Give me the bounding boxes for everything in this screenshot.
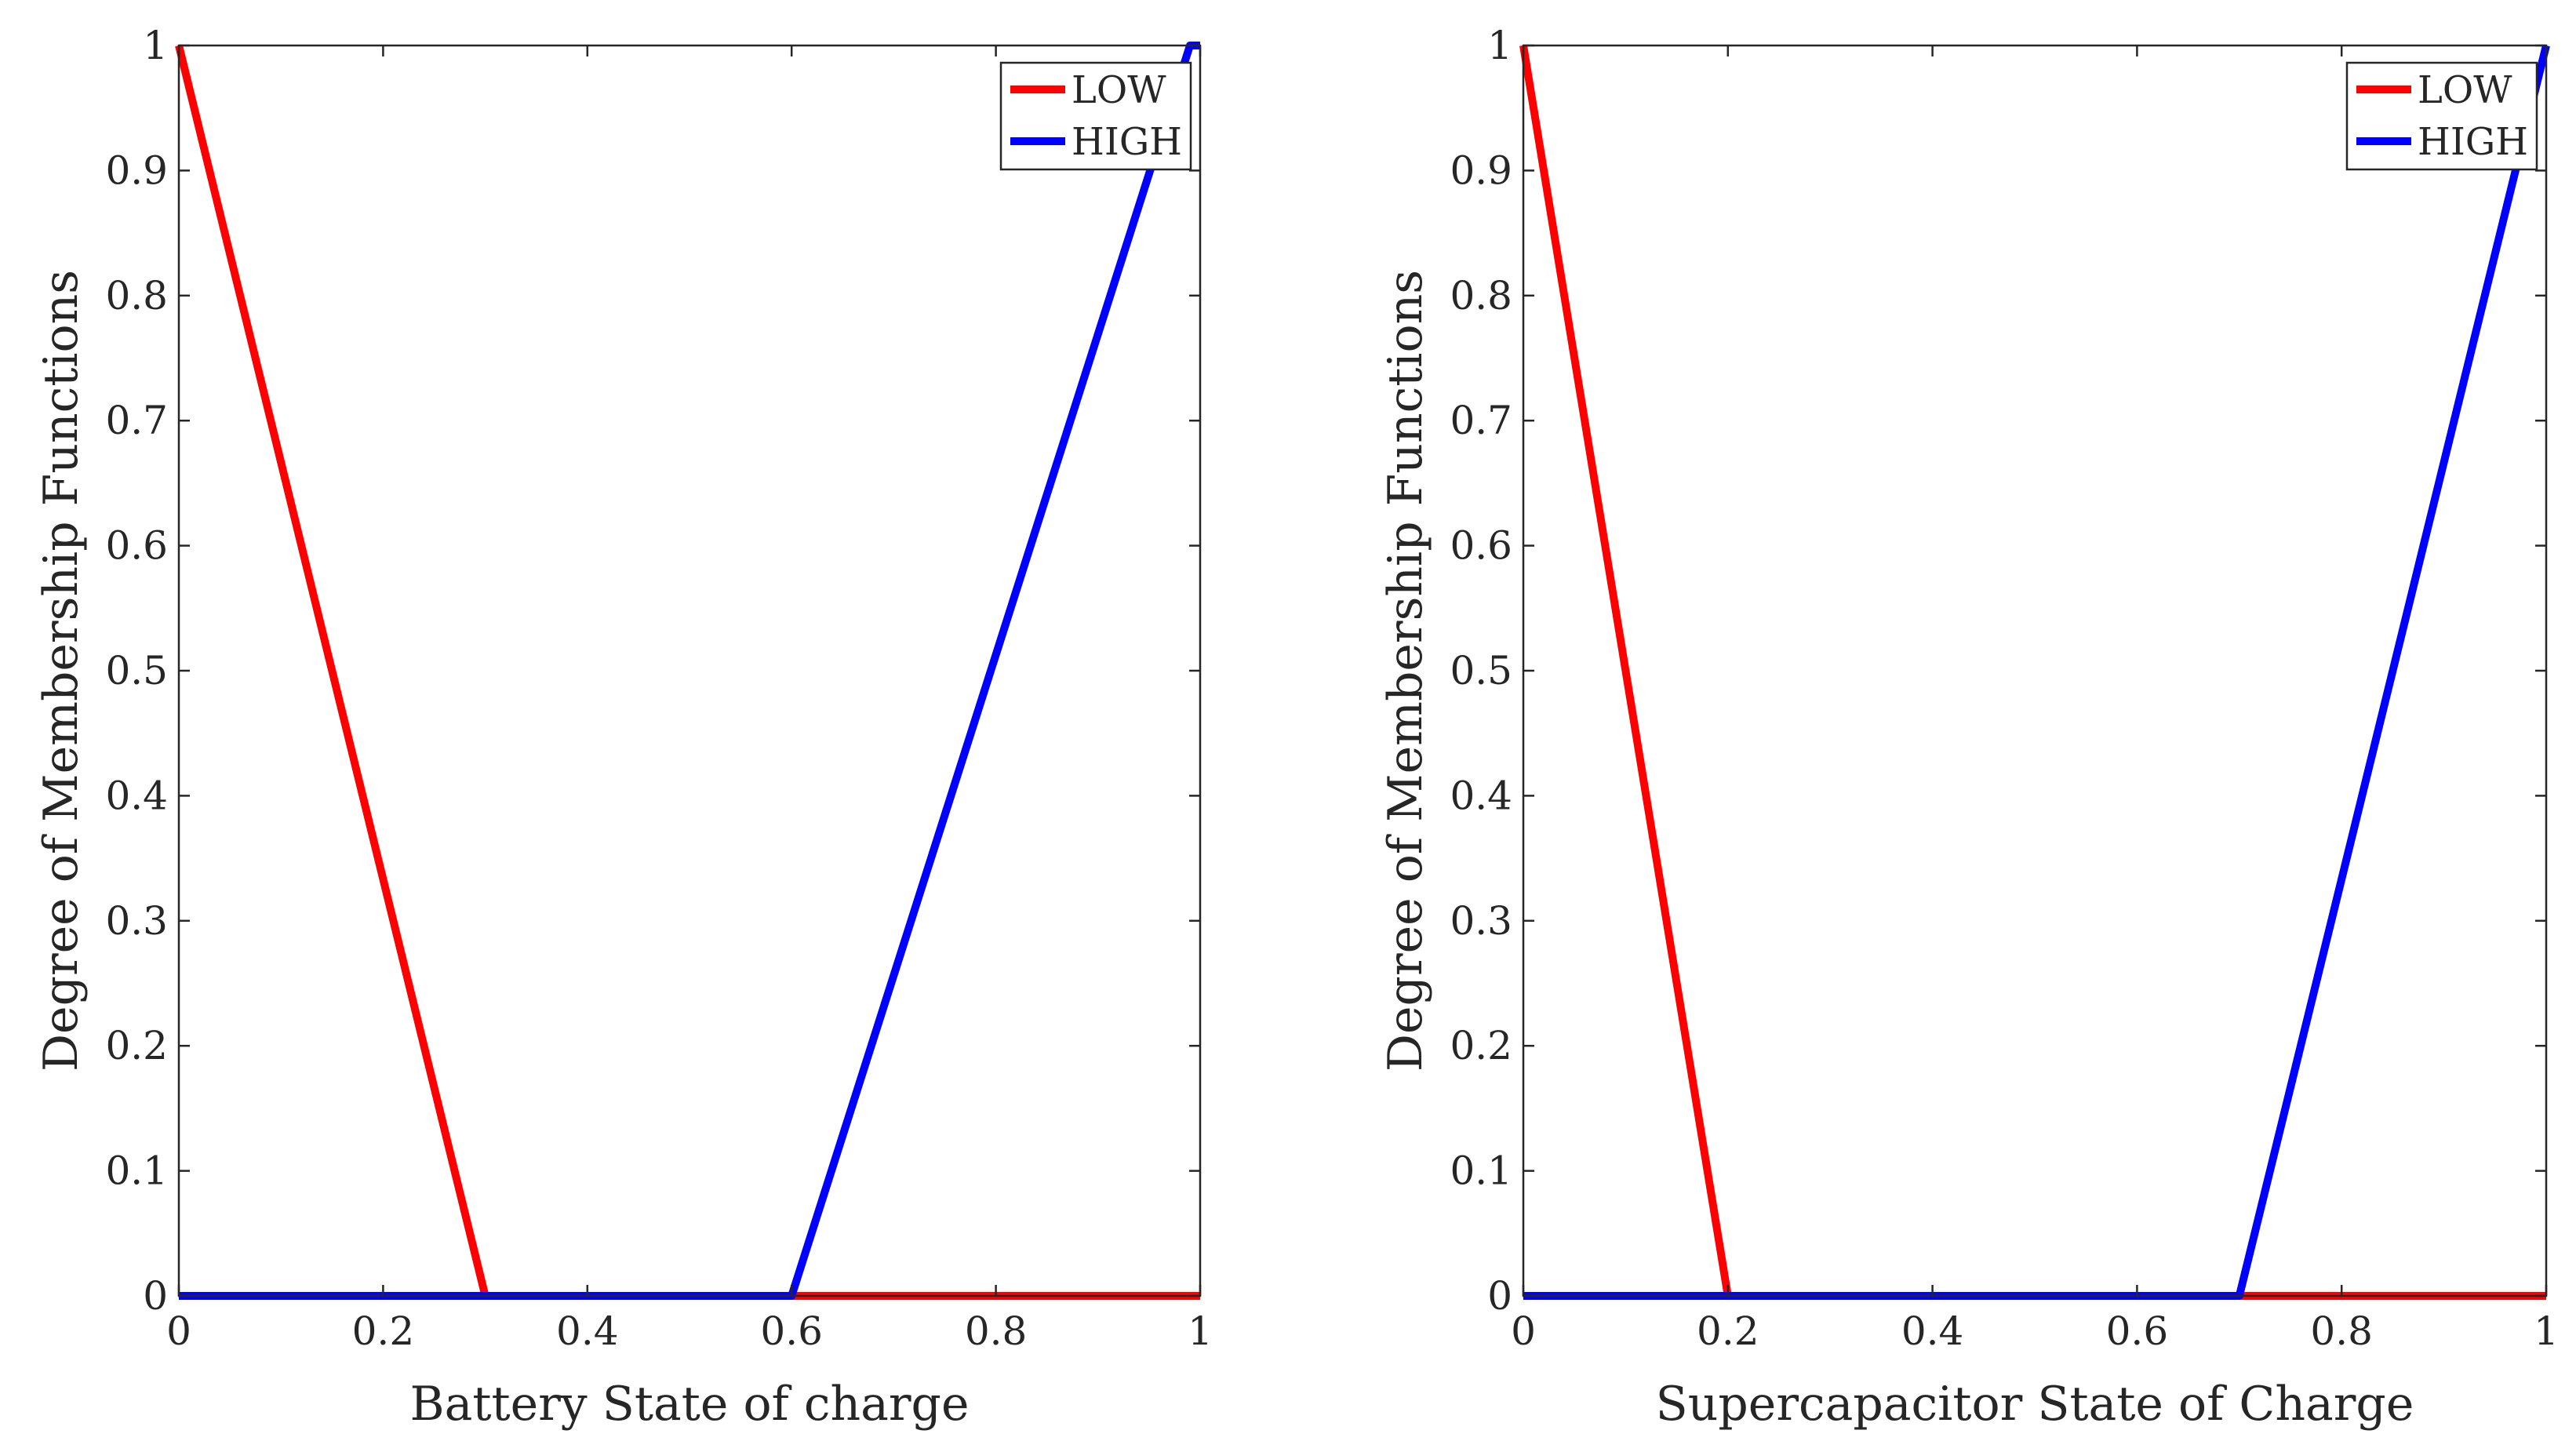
legend-label-high: HIGH (2418, 120, 2528, 164)
y-tick-label: 0.6 (105, 523, 168, 569)
x-axis-label: Battery State of charge (410, 1377, 970, 1432)
x-axis-label: Supercapacitor State of Charge (1656, 1377, 2414, 1432)
chart-1: 0 0.2 0.4 0.6 0.8 1 0 0.1 0.2 0.3 0.4 0.5 0.6 0.7 0.8 0… (34, 23, 1213, 1432)
y-tick-label: 0.7 (1450, 398, 1512, 443)
x-tick-label: 0.6 (760, 1308, 823, 1354)
x-tick-label: 1 (2534, 1308, 2559, 1354)
x-tick-label: 1 (1188, 1308, 1213, 1354)
legend: LOW HIGH (2345, 61, 2538, 171)
legend: LOW HIGH (999, 61, 1192, 171)
x-tick-label: 0 (166, 1308, 191, 1354)
x-tick-label: 0.6 (2106, 1308, 2169, 1354)
y-tick-label: 0.1 (105, 1148, 168, 1194)
y-tick-label: 0.6 (1450, 523, 1512, 569)
y-tick-label: 0.5 (1450, 648, 1512, 693)
y-tick-label: 0.8 (105, 273, 168, 318)
legend-label-high: HIGH (1072, 120, 1182, 164)
x-tick-label: 0.8 (2310, 1308, 2373, 1354)
x-tick-label: 0 (1511, 1308, 1536, 1354)
legend-label-low: LOW (2418, 68, 2512, 112)
y-tick-label: 1 (1487, 23, 1512, 68)
x-tick-label: 0.2 (1697, 1308, 1759, 1354)
y-tick-label: 0.1 (1450, 1148, 1512, 1194)
y-tick-label: 0.5 (105, 648, 168, 693)
x-tick-label: 0.4 (1901, 1308, 1964, 1354)
y-tick-label: 0.9 (105, 147, 168, 193)
y-tick-label: 0.4 (1450, 773, 1512, 818)
x-tick-label: 0.4 (556, 1308, 619, 1354)
y-tick-label: 0.2 (1450, 1023, 1512, 1068)
y-tick-label: 0 (1487, 1273, 1512, 1319)
plot-area (179, 45, 1200, 1296)
legend-box (2345, 61, 2538, 171)
y-tick-label: 0.4 (105, 773, 168, 818)
y-tick-label: 1 (143, 23, 168, 68)
y-tick-label: 0.3 (105, 898, 168, 944)
y-tick-label: 0 (143, 1273, 168, 1319)
chart-2: 0 0.2 0.4 0.6 0.8 1 0 0.1 0.2 0.3 0.4 0.5 0.6 0.7 0.8 0… (1378, 23, 2559, 1432)
y-tick-label: 0.7 (105, 398, 168, 443)
x-tick-label: 0.2 (352, 1308, 415, 1354)
y-axis-label: Degree of Membership Functions (1378, 270, 1433, 1072)
y-tick-label: 0.2 (105, 1023, 168, 1068)
legend-label-low: LOW (1072, 68, 1166, 112)
y-axis-label: Degree of Membership Functions (34, 270, 89, 1072)
legend-box (999, 61, 1192, 171)
y-tick-label: 0.8 (1450, 273, 1512, 318)
y-tick-label: 0.3 (1450, 898, 1512, 944)
y-tick-label: 0.9 (1450, 147, 1512, 193)
x-tick-label: 0.8 (965, 1308, 1028, 1354)
